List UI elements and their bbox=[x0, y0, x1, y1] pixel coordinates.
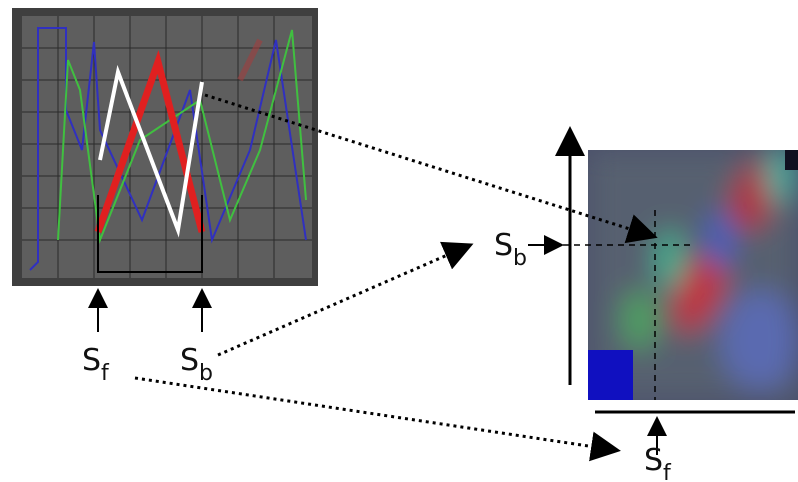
label: Sb bbox=[180, 343, 213, 386]
dotted-arrow bbox=[135, 378, 615, 450]
label-part: S bbox=[180, 343, 199, 378]
label-part: f bbox=[101, 361, 110, 386]
label-part: S bbox=[82, 343, 101, 378]
label-part: f bbox=[663, 461, 672, 482]
label-part: b bbox=[513, 246, 527, 271]
diagram: Sf Sb Sb Sf bbox=[0, 0, 798, 482]
heatmap bbox=[588, 145, 798, 400]
label-part: S bbox=[644, 443, 663, 478]
label-part: S bbox=[494, 228, 513, 263]
label: Sf bbox=[82, 343, 110, 386]
label-part: b bbox=[199, 361, 213, 386]
signal-plot bbox=[12, 8, 318, 286]
label: Sf bbox=[644, 443, 672, 482]
label: Sb bbox=[494, 228, 527, 271]
